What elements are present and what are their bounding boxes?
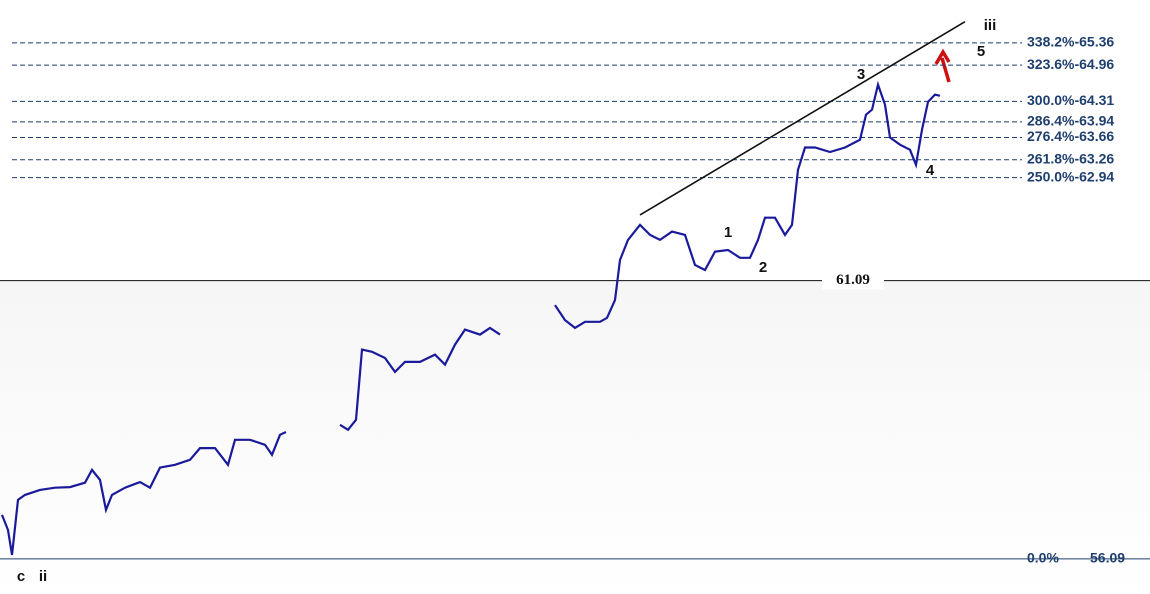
fib-label: 286.4%-63.94 bbox=[1027, 113, 1114, 129]
wave-label: 2 bbox=[759, 259, 767, 276]
support-label: 61.09 bbox=[836, 272, 870, 288]
wave-label: 4 bbox=[926, 162, 935, 179]
arrow bbox=[934, 48, 951, 83]
wave-label: 3 bbox=[857, 66, 865, 83]
wave-label: 1 bbox=[724, 224, 732, 241]
fib-label: 338.2%-65.36 bbox=[1027, 34, 1114, 50]
base-price-label: 56.09 bbox=[1090, 550, 1125, 566]
fib-label: 276.4%-63.66 bbox=[1027, 128, 1114, 144]
support-label-bg bbox=[822, 271, 884, 290]
fib-label: 300.0%-64.31 bbox=[1027, 92, 1114, 108]
wave-label: 5 bbox=[977, 43, 985, 60]
fib-label: 261.8%-63.26 bbox=[1027, 150, 1114, 166]
fib-label: 250.0%-62.94 bbox=[1027, 168, 1114, 184]
trendline bbox=[639, 21, 966, 216]
price-line bbox=[0, 80, 941, 556]
wave-label: ii bbox=[39, 568, 47, 585]
base-percent-label: 0.0% bbox=[1027, 550, 1059, 566]
fib-label: 323.6%-64.96 bbox=[1027, 56, 1114, 72]
wave-label: iii bbox=[984, 17, 997, 34]
wave-label: c bbox=[17, 568, 25, 585]
lower-area bbox=[0, 280, 1150, 594]
